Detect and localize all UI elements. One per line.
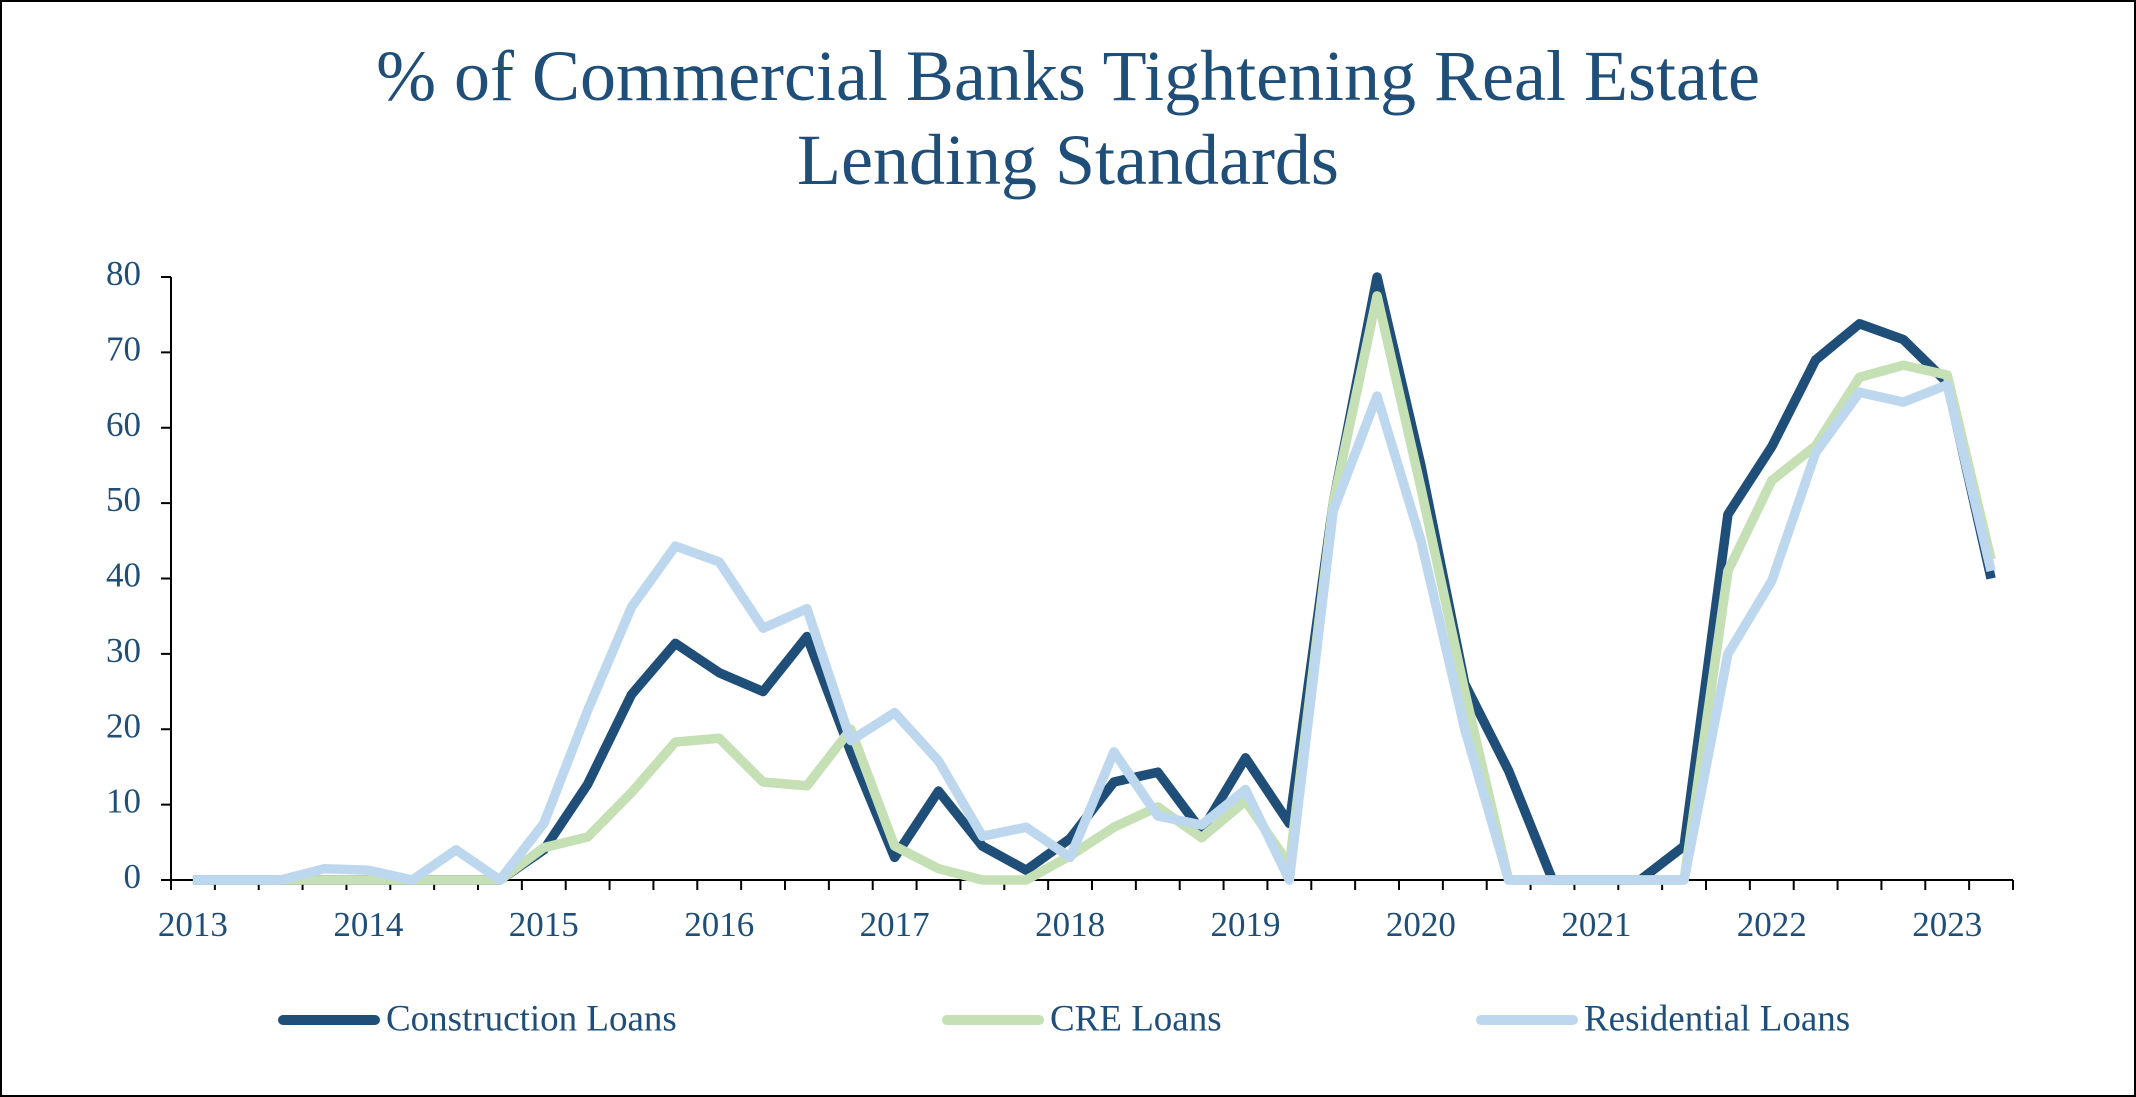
y-tick-label: 10 (106, 782, 141, 821)
x-tick-label: 2020 (1386, 905, 1456, 944)
legend-label: Residential Loans (1584, 998, 1850, 1039)
y-tick-label: 40 (106, 556, 141, 595)
x-tick-label: 2017 (860, 905, 930, 944)
x-tick-label: 2021 (1561, 905, 1631, 944)
y-tick-label: 20 (106, 706, 141, 745)
x-tick-label: 2014 (333, 905, 403, 944)
legend-label: Construction Loans (386, 998, 677, 1039)
y-tick-label: 80 (106, 254, 141, 293)
y-tick-label: 30 (106, 631, 141, 670)
x-tick-label: 2016 (684, 905, 754, 944)
y-tick-label: 70 (106, 329, 141, 368)
y-tick-label: 50 (106, 480, 141, 519)
legend-label: CRE Loans (1050, 998, 1222, 1039)
x-tick-label: 2019 (1211, 905, 1281, 944)
x-tick-label: 2018 (1035, 905, 1105, 944)
series-line (192, 272, 1996, 885)
x-tick-label: 2013 (158, 905, 228, 944)
x-tick-label: 2022 (1737, 905, 1807, 944)
x-tick-label: 2023 (1912, 905, 1982, 944)
x-tick-label: 2015 (509, 905, 579, 944)
y-tick-label: 60 (106, 405, 141, 444)
series-line (192, 380, 1996, 885)
chart-title: % of Commercial Banks Tightening Real Es… (376, 36, 1760, 200)
y-tick-label: 0 (124, 857, 142, 896)
